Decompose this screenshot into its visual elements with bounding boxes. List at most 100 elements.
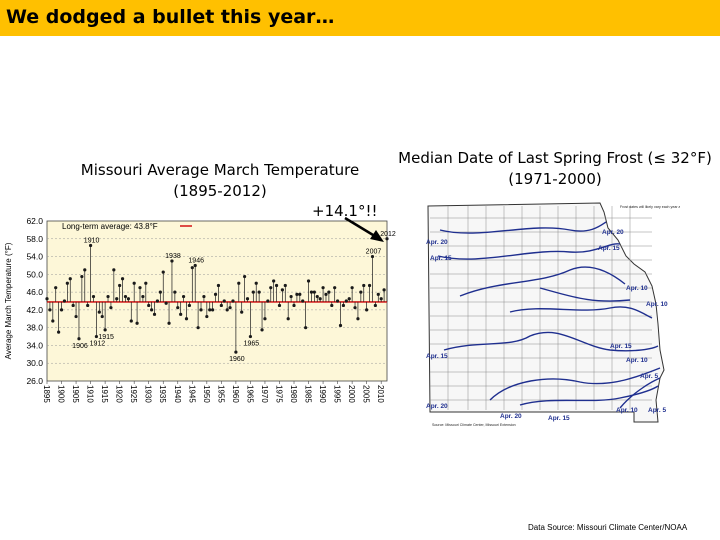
data-point [86, 303, 90, 308]
data-point [283, 283, 287, 288]
data-point [150, 308, 154, 312]
data-point [385, 237, 389, 241]
x-tick-label: 1960 [231, 385, 240, 403]
data-point [138, 286, 142, 290]
data-point [71, 303, 75, 308]
data-point [234, 350, 238, 354]
data-point [353, 306, 357, 310]
x-tick-label: 1995 [333, 385, 342, 403]
map-credit: Source: Missouri Climate Center, Missour… [432, 423, 516, 427]
contour-label: Apr. 15 [610, 343, 632, 350]
x-tick-label: 1955 [216, 385, 225, 403]
data-point [100, 314, 104, 319]
data-point [57, 330, 61, 334]
data-point [373, 303, 377, 308]
data-point [88, 243, 93, 248]
y-tick-label: 42.0 [26, 305, 43, 315]
data-point [260, 328, 264, 332]
y-tick-label: 46.0 [26, 287, 43, 297]
frost-contour-line [489, 367, 661, 401]
x-tick-label: 2005 [362, 385, 371, 403]
temperature-jump-annotation: +14.1°!! [312, 202, 378, 220]
data-point [376, 292, 380, 296]
x-tick-label: 1950 [202, 385, 211, 403]
data-point [362, 283, 366, 288]
data-point [62, 299, 67, 303]
frost-contour-line [539, 287, 631, 302]
data-point [109, 306, 113, 310]
data-point [193, 263, 197, 268]
y-tick-label: 62.0 [26, 216, 43, 226]
data-point [266, 299, 270, 303]
x-tick-label: 1965 [245, 385, 254, 403]
data-point [202, 294, 206, 299]
data-point [231, 299, 235, 303]
data-point [199, 308, 203, 312]
x-tick-label: 2000 [347, 385, 356, 403]
data-point [321, 286, 325, 290]
data-point [181, 294, 186, 299]
y-axis-label: Average March Temperature (°F) [4, 242, 13, 359]
x-tick-label: 1975 [274, 385, 283, 403]
data-point [196, 326, 200, 330]
data-point [327, 290, 331, 294]
data-point [263, 317, 267, 321]
x-tick-label: 1915 [100, 385, 109, 403]
data-point [45, 297, 49, 301]
map-subtitle: (1971-2000) [508, 170, 602, 188]
contour-label: Apr. 20 [426, 239, 448, 246]
data-point [173, 290, 177, 294]
data-point [91, 294, 96, 299]
data-point [77, 337, 81, 341]
y-tick-label: 54.0 [26, 252, 43, 262]
data-point [120, 277, 125, 281]
data-point [272, 279, 276, 283]
chart-title: Missouri Average March Temperature [80, 161, 360, 179]
data-point [219, 303, 223, 308]
data-point [269, 286, 273, 290]
annotation-year-label: 1946 [188, 257, 204, 264]
annotation-year-label: 1960 [229, 356, 245, 363]
data-point [112, 268, 116, 272]
contour-label: Apr. 15 [430, 255, 452, 262]
data-point [164, 301, 168, 305]
data-point [97, 310, 101, 314]
y-tick-label: 26.0 [26, 376, 43, 386]
data-point [141, 294, 145, 299]
data-point [211, 308, 215, 312]
frost-contour-line [437, 243, 621, 260]
data-point [83, 268, 87, 272]
data-point [365, 308, 369, 312]
contour-label: Apr. 20 [602, 229, 624, 236]
contour-label: Apr. 20 [426, 403, 448, 410]
title-bar: We dodged a bullet this year… [0, 0, 720, 36]
frost-contour-line [619, 377, 661, 409]
data-point [295, 292, 299, 296]
data-point [68, 277, 72, 281]
data-point [367, 283, 372, 288]
data-point [257, 290, 261, 294]
annotation-arrow-head [370, 230, 384, 242]
map-title: Median Date of Last Spring Frost (≤ 32°F… [398, 149, 712, 167]
data-point [304, 326, 308, 330]
data-point [152, 312, 157, 316]
contour-label: Apr. 10 [626, 357, 648, 364]
data-point [254, 281, 258, 285]
y-tick-label: 50.0 [26, 269, 43, 279]
data-point [132, 281, 136, 285]
data-point [301, 299, 305, 303]
chart-subtitle: (1895-2012) [173, 182, 267, 200]
contour-label: Apr. 15 [426, 353, 448, 360]
frost-contour-line [443, 331, 659, 352]
contour-label: Apr. 15 [548, 415, 570, 422]
annotation-year-label: 1938 [165, 253, 181, 260]
x-tick-label: 1925 [129, 385, 138, 403]
data-point [315, 294, 319, 299]
x-tick-label: 1970 [260, 385, 269, 403]
data-point [274, 283, 279, 288]
data-point [129, 319, 133, 323]
contour-label: Apr. 10 [616, 407, 638, 414]
data-point [135, 321, 139, 325]
x-tick-label: 2010 [376, 385, 385, 403]
data-point [155, 299, 160, 303]
